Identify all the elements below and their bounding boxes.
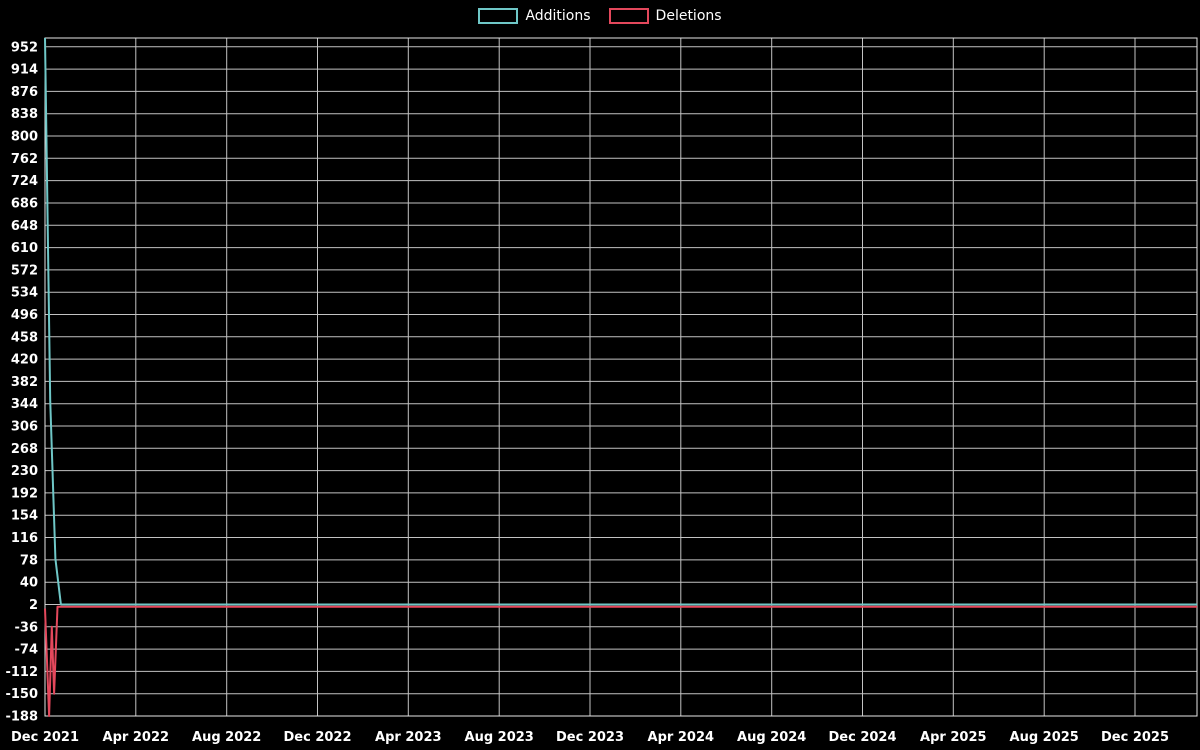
deletions-swatch-icon (608, 8, 649, 24)
x-tick-label: Apr 2022 (103, 730, 170, 745)
y-tick-label: 572 (11, 263, 38, 278)
x-tick-label: Apr 2023 (375, 730, 442, 745)
y-tick-label: 230 (11, 464, 38, 479)
y-tick-label: 192 (11, 486, 38, 501)
y-tick-label: 78 (20, 553, 38, 568)
y-tick-label: -74 (15, 643, 39, 658)
y-tick-label: 458 (11, 330, 38, 345)
y-tick-label: 838 (11, 107, 38, 122)
x-tick-label: Dec 2022 (283, 730, 351, 745)
y-tick-label: 116 (11, 531, 38, 546)
y-tick-label: 268 (11, 442, 38, 457)
legend-label-additions: Additions (525, 8, 591, 24)
y-tick-label: 344 (11, 397, 38, 412)
legend-item-deletions: Deletions (608, 8, 722, 24)
y-tick-label: 686 (11, 197, 38, 212)
y-tick-label: 876 (11, 85, 38, 100)
deletions-line (44, 605, 1197, 717)
y-tick-label: 534 (11, 286, 38, 301)
plot-border (44, 37, 1198, 717)
axis-labels: 952 914 876 838 800 762 724 686 648 610 572 534 496 4… (5, 40, 1169, 745)
y-tick-label: 762 (11, 152, 38, 167)
chart-legend: Additions Deletions (0, 8, 1200, 24)
y-tick-label: 306 (11, 420, 38, 435)
y-tick-label: 496 (11, 308, 38, 323)
x-tick-label: Apr 2025 (920, 730, 987, 745)
gridlines (44, 38, 1197, 717)
legend-item-additions: Additions (478, 8, 591, 24)
y-tick-label: 420 (11, 353, 38, 368)
y-tick-label: -188 (5, 710, 38, 725)
x-tick-label: Dec 2025 (1101, 730, 1169, 745)
x-tick-label: Apr 2024 (648, 730, 715, 745)
additions-line (44, 37, 1197, 606)
y-tick-label: 382 (11, 375, 38, 390)
x-tick-label: Aug 2025 (1010, 730, 1079, 745)
y-tick-label: 724 (11, 174, 38, 189)
y-tick-label: 154 (11, 509, 38, 524)
x-tick-label: Dec 2024 (828, 730, 896, 745)
additions-swatch-icon (478, 8, 519, 24)
x-tick-label: Aug 2024 (737, 730, 806, 745)
y-tick-label: 952 (11, 40, 38, 55)
y-tick-label: 800 (11, 130, 38, 145)
x-tick-label: Aug 2023 (465, 730, 534, 745)
y-tick-label: 610 (11, 241, 38, 256)
x-tick-label: Dec 2023 (556, 730, 624, 745)
y-tick-label: 914 (11, 63, 38, 78)
y-tick-label: 40 (20, 576, 38, 591)
y-tick-label: 2 (29, 598, 38, 613)
legend-label-deletions: Deletions (655, 8, 722, 24)
x-tick-label: Dec 2021 (11, 730, 79, 745)
y-tick-label: -36 (15, 620, 39, 635)
y-tick-label: -112 (5, 665, 38, 680)
y-tick-label: 648 (11, 219, 38, 234)
x-tick-label: Aug 2022 (192, 730, 261, 745)
y-tick-label: -150 (5, 687, 38, 702)
